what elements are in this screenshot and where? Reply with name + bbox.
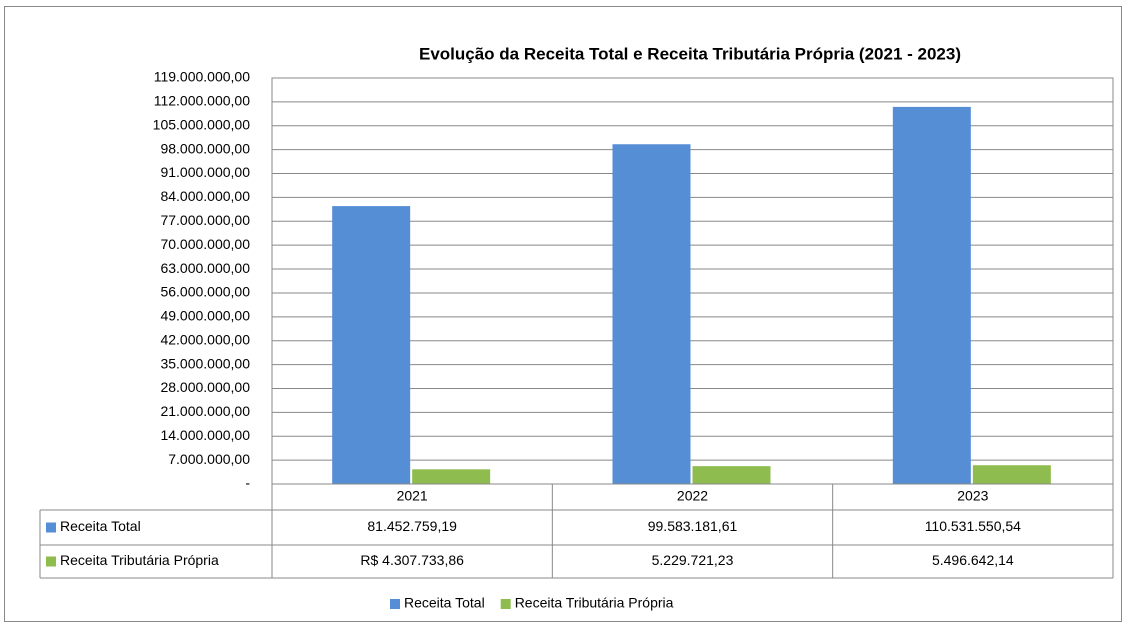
y-tick-label: 56.000.000,00 bbox=[160, 284, 250, 300]
y-tick-label: - bbox=[245, 475, 250, 491]
y-tick-label: 7.000.000,00 bbox=[168, 451, 250, 467]
y-tick-label: 49.000.000,00 bbox=[160, 308, 250, 324]
table-legend-key bbox=[46, 556, 56, 567]
y-tick-label: 70.000.000,00 bbox=[160, 236, 250, 252]
table-legend-key bbox=[46, 522, 56, 533]
bar bbox=[972, 465, 1051, 484]
y-tick-label: 14.000.000,00 bbox=[160, 427, 250, 443]
y-tick-label: 21.000.000,00 bbox=[160, 403, 250, 419]
y-tick-label: 63.000.000,00 bbox=[160, 260, 250, 276]
x-tick-label: 2022 bbox=[677, 488, 708, 504]
table-row-header: Receita Tributária Própria bbox=[60, 552, 219, 568]
bar bbox=[692, 466, 771, 484]
x-tick-label: 2021 bbox=[397, 488, 428, 504]
legend-label: Receita Tributária Própria bbox=[515, 595, 674, 611]
y-tick-label: 105.000.000,00 bbox=[153, 116, 251, 132]
x-tick-label: 2023 bbox=[957, 488, 988, 504]
y-tick-label: 84.000.000,00 bbox=[160, 188, 250, 204]
data-label: 81.452.759,19 bbox=[367, 518, 457, 534]
legend-key bbox=[390, 599, 400, 609]
data-label: 5.496.642,14 bbox=[932, 552, 1014, 568]
bar bbox=[892, 106, 971, 484]
bar bbox=[332, 206, 411, 484]
table-row-header: Receita Total bbox=[60, 518, 141, 534]
legend-label: Receita Total bbox=[404, 595, 485, 611]
y-tick-label: 35.000.000,00 bbox=[160, 355, 250, 371]
data-label: 110.531.550,54 bbox=[925, 518, 1021, 534]
plot-area bbox=[271, 77, 1114, 485]
y-tick-label: 112.000.000,00 bbox=[154, 93, 250, 109]
bar bbox=[412, 469, 491, 484]
y-tick-label: 77.000.000,00 bbox=[160, 212, 250, 228]
y-tick-label: 42.000.000,00 bbox=[160, 331, 250, 347]
y-tick-label: 119.000.000,00 bbox=[154, 69, 250, 85]
chart-title: Evolução da Receita Total e Receita Trib… bbox=[419, 44, 961, 63]
data-label: 99.583.181,61 bbox=[648, 518, 738, 534]
y-tick-label: 28.000.000,00 bbox=[160, 379, 250, 395]
y-tick-label: 98.000.000,00 bbox=[160, 140, 250, 156]
y-tick-label: 91.000.000,00 bbox=[160, 164, 250, 180]
bar bbox=[612, 144, 691, 485]
data-label: 5.229.721,23 bbox=[652, 552, 734, 568]
legend-key bbox=[500, 599, 511, 609]
data-label: R$ 4.307.733,86 bbox=[360, 552, 464, 568]
